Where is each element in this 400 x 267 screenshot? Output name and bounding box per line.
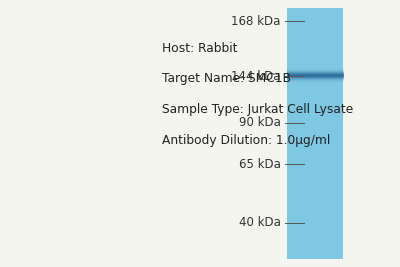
Bar bbox=[287, 8, 343, 259]
Text: 40 kDa: 40 kDa bbox=[239, 217, 281, 229]
Text: Antibody Dilution: 1.0μg/ml: Antibody Dilution: 1.0μg/ml bbox=[162, 134, 330, 147]
Text: Host: Rabbit: Host: Rabbit bbox=[162, 42, 237, 54]
Text: 168 kDa: 168 kDa bbox=[232, 15, 281, 28]
Text: Sample Type: Jurkat Cell Lysate: Sample Type: Jurkat Cell Lysate bbox=[162, 103, 353, 116]
Text: 90 kDa: 90 kDa bbox=[239, 116, 281, 129]
Text: 144 kDa: 144 kDa bbox=[231, 70, 281, 83]
Text: 65 kDa: 65 kDa bbox=[239, 158, 281, 171]
Text: Target Name: SMC1B: Target Name: SMC1B bbox=[162, 72, 291, 85]
